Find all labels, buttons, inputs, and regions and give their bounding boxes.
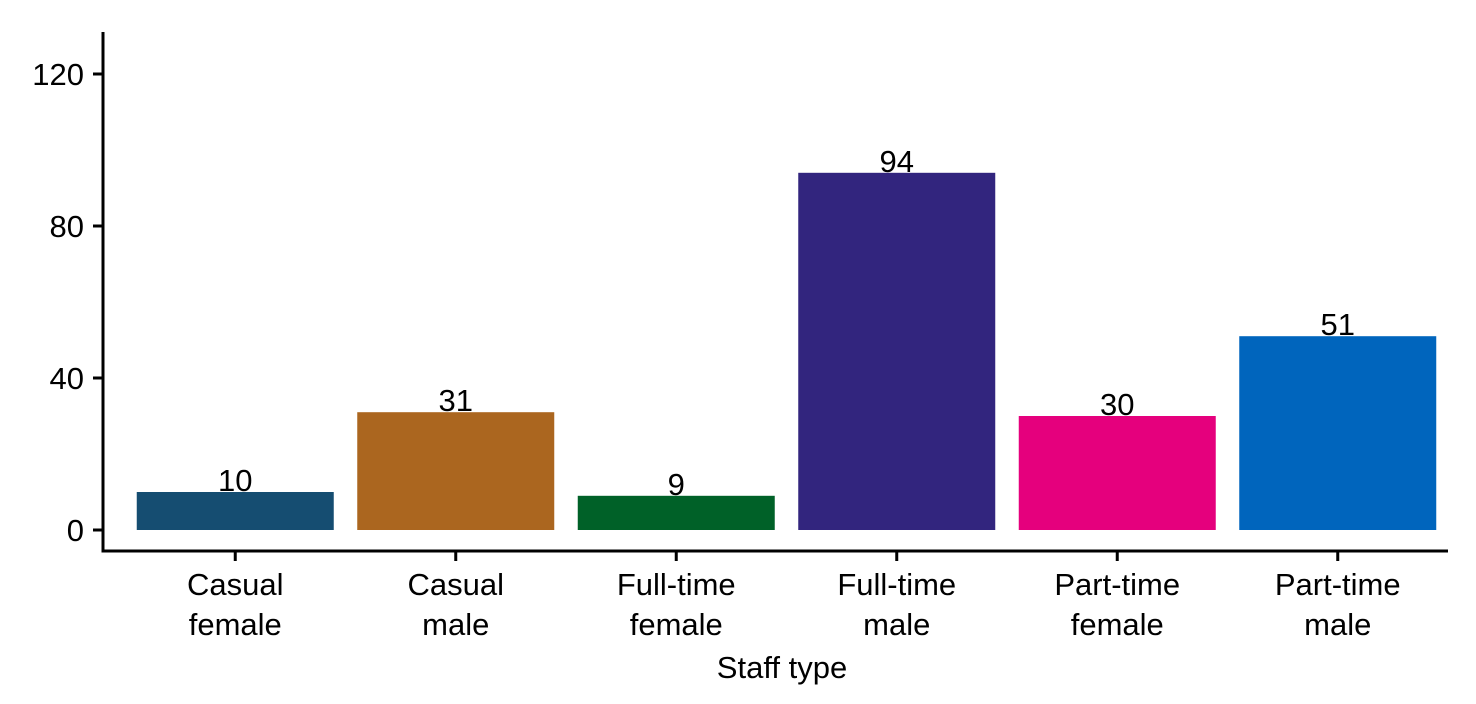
bar-4 (1018, 416, 1216, 530)
bar-3 (798, 172, 996, 531)
x-tick-label-3-line-1: male (863, 607, 930, 642)
data-label-4: 30 (1100, 387, 1134, 422)
y-tick-label-3: 120 (32, 57, 84, 92)
data-label-5: 51 (1321, 307, 1355, 342)
data-labels-group: 10 31 9 94 30 51 (218, 144, 1355, 502)
x-tick-label-2-line-1: female (630, 607, 723, 642)
x-tick-label-5-line-0: Part-time (1275, 567, 1401, 602)
bar-5 (1239, 336, 1437, 530)
x-tick-label-0-line-1: female (189, 607, 282, 642)
data-label-2: 9 (668, 467, 685, 502)
x-tick-label-5-line-1: male (1304, 607, 1371, 642)
y-ticks-group: 0 40 80 120 (32, 57, 103, 548)
x-tick-label-1-line-1: male (422, 607, 489, 642)
data-label-3: 94 (880, 144, 914, 179)
x-tick-label-3-line-0: Full-time (837, 567, 956, 602)
data-label-1: 31 (439, 383, 473, 418)
y-tick-label-0: 0 (67, 513, 84, 548)
bar-1 (357, 412, 555, 530)
x-tick-label-4-line-0: Part-time (1054, 567, 1180, 602)
y-tick-label-2: 80 (50, 209, 84, 244)
x-tick-label-0-line-0: Casual (187, 567, 284, 602)
x-ticks-group: Casual female Casual male Full-time female Ful… (187, 551, 1401, 642)
x-axis-title: Staff type (717, 650, 847, 685)
bar-0 (136, 492, 334, 530)
data-label-0: 10 (218, 463, 252, 498)
bars-group (136, 172, 1437, 531)
bar-2 (577, 495, 775, 530)
y-tick-label-1: 40 (50, 361, 84, 396)
x-tick-label-4-line-1: female (1071, 607, 1164, 642)
x-tick-label-2-line-0: Full-time (617, 567, 736, 602)
x-tick-label-1-line-0: Casual (408, 567, 505, 602)
